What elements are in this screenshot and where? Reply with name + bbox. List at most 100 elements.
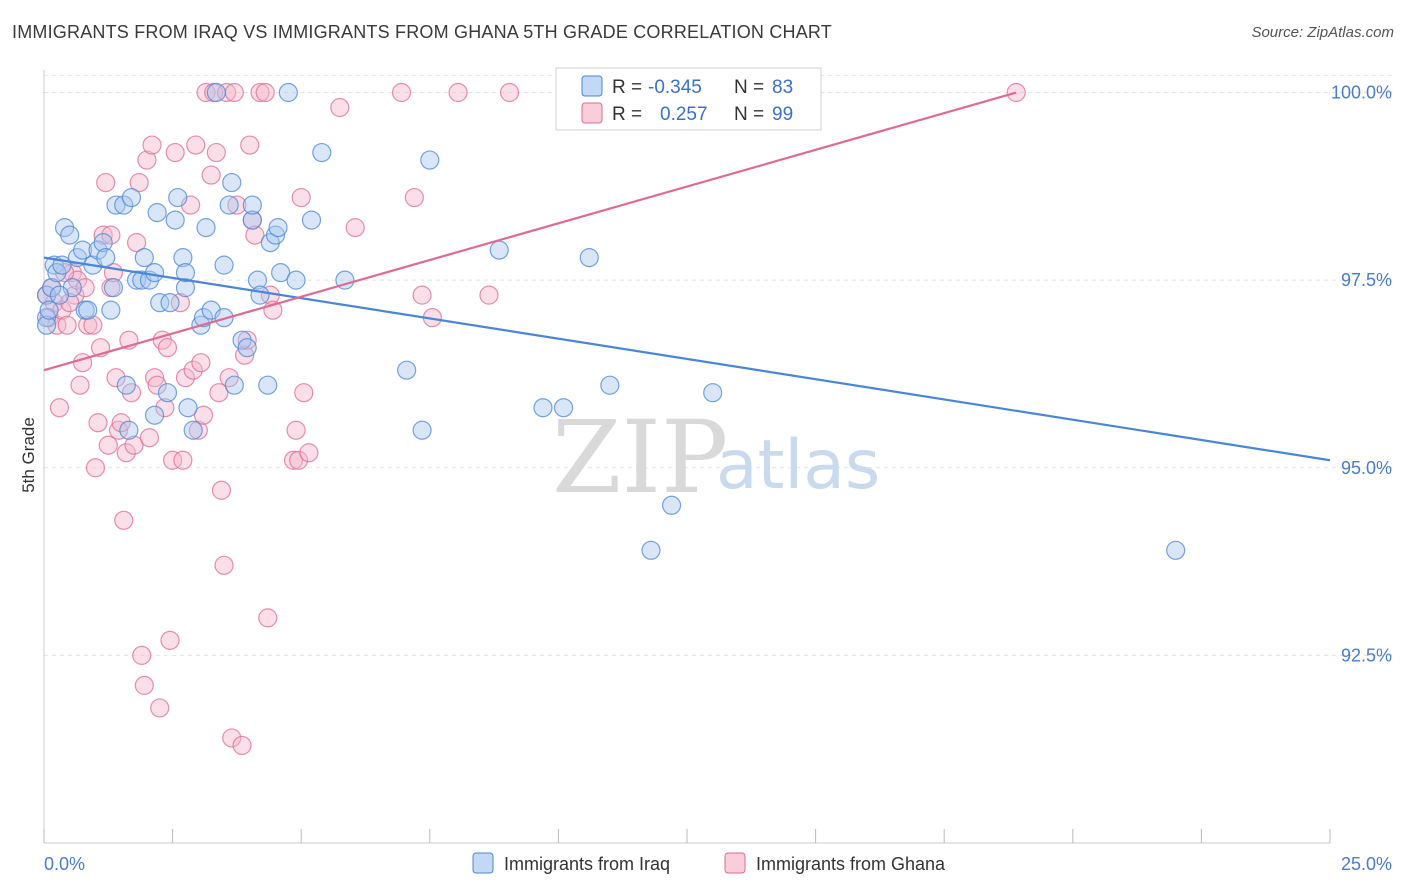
iraq-point bbox=[116, 375, 136, 395]
ghana-point bbox=[196, 82, 216, 103]
legend-iraq-n-label: N = bbox=[734, 77, 764, 98]
legend-ghana-r-value: 0.257 bbox=[660, 104, 708, 125]
ghana-point bbox=[183, 360, 203, 380]
iraq-point bbox=[49, 285, 70, 305]
ghana-point bbox=[54, 263, 75, 283]
iraq-point bbox=[553, 398, 574, 418]
iraq-point bbox=[286, 270, 306, 290]
iraq-point bbox=[144, 263, 165, 283]
iraq-point bbox=[93, 233, 113, 253]
iraq-point bbox=[96, 248, 116, 268]
ghana-point bbox=[157, 338, 178, 358]
iraq-point bbox=[178, 398, 198, 418]
ghana-point bbox=[173, 450, 193, 470]
ghana-point bbox=[188, 420, 208, 440]
iraq-point bbox=[222, 172, 242, 193]
ghana-point bbox=[209, 383, 229, 403]
iraq-trend-line bbox=[43, 256, 1331, 462]
ghana-point bbox=[139, 428, 160, 448]
ghana-point bbox=[83, 315, 103, 335]
iraq-point bbox=[420, 150, 440, 170]
iraq-point bbox=[533, 398, 553, 418]
ghana-point bbox=[101, 225, 121, 245]
ghana-point bbox=[142, 135, 162, 155]
legend-iraq-swatch bbox=[581, 75, 603, 97]
ghana-point bbox=[147, 375, 167, 395]
ghana-point bbox=[206, 142, 226, 163]
iraq-point bbox=[134, 248, 154, 268]
iraq-point bbox=[150, 293, 170, 313]
y-tick-label: 100.0% bbox=[1331, 83, 1392, 103]
tick-labels: 92.5% 95.0% 97.5% 100.0% 0.0% 25.0% bbox=[44, 83, 1392, 874]
iraq-point bbox=[103, 278, 124, 298]
y-tick-label: 92.5% bbox=[1341, 645, 1392, 665]
bottom-legend-ghana-swatch bbox=[724, 852, 746, 874]
ghana-point bbox=[227, 195, 247, 215]
ghana-point bbox=[345, 218, 365, 238]
x-tick-label-max: 25.0% bbox=[1341, 854, 1392, 874]
ghana-point bbox=[211, 480, 232, 500]
iraq-point bbox=[175, 263, 196, 283]
iraq-point bbox=[242, 195, 262, 215]
ghana-point bbox=[114, 510, 134, 530]
ghana-point bbox=[111, 413, 131, 433]
iraq-point bbox=[641, 540, 661, 560]
iraq-point bbox=[101, 300, 121, 320]
ghana-point bbox=[96, 172, 116, 193]
ghana-point bbox=[299, 443, 319, 463]
iraq-point bbox=[1166, 540, 1186, 560]
ghana-point bbox=[155, 398, 175, 418]
ghana-point bbox=[116, 443, 136, 463]
iraq-point bbox=[168, 187, 188, 208]
y-axis-label: 5th Grade bbox=[19, 417, 38, 493]
iraq-point bbox=[703, 383, 723, 403]
ghana-point bbox=[129, 172, 149, 193]
ghana-point bbox=[237, 330, 257, 350]
ghana-point bbox=[106, 368, 126, 388]
iraq-point bbox=[237, 338, 257, 358]
ghana-point bbox=[499, 82, 520, 103]
iraq-point bbox=[165, 210, 185, 230]
iraq-point bbox=[661, 495, 682, 515]
ghana-point bbox=[160, 630, 180, 650]
iraq-point bbox=[183, 420, 203, 440]
ghana-point bbox=[78, 315, 98, 335]
ghana-point bbox=[330, 97, 350, 118]
ghana-point bbox=[201, 165, 221, 185]
iraq-point bbox=[72, 240, 93, 260]
ghana-point bbox=[186, 135, 206, 155]
x-tick-label-min: 0.0% bbox=[44, 854, 85, 874]
iraq-point bbox=[78, 300, 98, 320]
ghana-point bbox=[404, 187, 424, 208]
ghana-point bbox=[88, 413, 108, 433]
ghana-point bbox=[222, 728, 242, 748]
legend-iraq-n-value: 83 bbox=[772, 77, 793, 98]
iraq-point bbox=[175, 278, 196, 298]
iraq-point bbox=[412, 420, 432, 440]
legend-box: R = -0.345 N = 83 R = 0.257 N = 99 bbox=[555, 67, 822, 131]
chart-title: IMMIGRANTS FROM IRAQ VS IMMIGRANTS FROM … bbox=[12, 22, 832, 42]
trend-lines bbox=[43, 91, 1331, 462]
iraq-point bbox=[242, 210, 262, 230]
ghana-point bbox=[1006, 82, 1026, 103]
ghana-point bbox=[294, 383, 314, 403]
ghana-point bbox=[283, 450, 304, 470]
ghana-point bbox=[191, 353, 211, 373]
iraq-point bbox=[224, 375, 244, 395]
iraq-point bbox=[258, 375, 278, 395]
iraq-point bbox=[600, 375, 620, 395]
iraq-point bbox=[219, 195, 239, 215]
iraq-point bbox=[106, 195, 126, 215]
iraq-point bbox=[278, 82, 298, 103]
ghana-point bbox=[70, 375, 90, 395]
ghana-point bbox=[124, 435, 144, 455]
iraq-point bbox=[214, 255, 234, 275]
iraq-point bbox=[39, 300, 59, 320]
legend-ghana-swatch bbox=[581, 102, 603, 124]
ghana-point bbox=[98, 435, 118, 455]
iraq-point bbox=[489, 240, 509, 260]
ghana-point bbox=[479, 285, 499, 305]
ghana-point bbox=[250, 82, 270, 103]
ghana-point bbox=[137, 150, 157, 170]
ghana-point bbox=[49, 398, 70, 418]
